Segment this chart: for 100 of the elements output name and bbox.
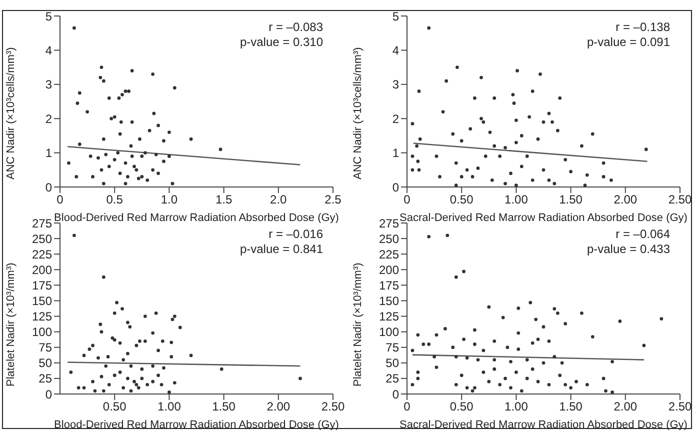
point xyxy=(74,175,78,178)
x-tick-label: 2.0 xyxy=(270,192,288,207)
y-tick-label: 5 xyxy=(45,9,52,24)
x-axis-title: Sacral-Derived Red Marrow Radiation Absorbed Dose (Gy) xyxy=(400,212,688,224)
point xyxy=(148,128,152,132)
x-tick-label: 2.5 xyxy=(324,192,342,207)
annotation: r = –0.064 xyxy=(614,227,670,242)
x-tick-label: 2.50 xyxy=(321,400,345,414)
annotation: r = –0.083 xyxy=(268,20,323,35)
point xyxy=(134,168,138,172)
y-tick-label: 4 xyxy=(45,43,52,58)
point xyxy=(130,154,134,158)
y-tick-label: 175 xyxy=(378,278,400,292)
point xyxy=(102,79,106,83)
point xyxy=(124,182,128,186)
point xyxy=(140,175,144,178)
point xyxy=(112,115,116,119)
point xyxy=(189,137,193,141)
point xyxy=(130,120,134,124)
point xyxy=(143,151,147,154)
point xyxy=(120,92,124,96)
x-tick-label: 0 xyxy=(404,400,411,414)
point xyxy=(78,91,82,95)
x-tick-label: 1.00 xyxy=(158,400,182,414)
point xyxy=(100,168,104,172)
point xyxy=(172,86,176,90)
annotation: p-value = 0.310 xyxy=(240,35,323,50)
y-tick-label: 5 xyxy=(392,9,400,24)
point xyxy=(127,90,130,93)
point xyxy=(118,172,122,176)
point xyxy=(88,154,92,158)
y-tick-label: 25 xyxy=(38,372,52,386)
point xyxy=(154,152,158,156)
point xyxy=(170,182,174,186)
y-tick-label: 75 xyxy=(386,340,400,355)
x-tick-label: 0.50 xyxy=(450,400,474,414)
x-tick-label: 0.50 xyxy=(102,400,127,414)
x-tick-label: 2.50 xyxy=(668,192,692,207)
point xyxy=(136,176,140,180)
x-tick-label: 0 xyxy=(56,192,64,207)
y-tick-label: 50 xyxy=(38,356,52,370)
point xyxy=(118,132,122,136)
point xyxy=(124,90,128,93)
y-tick-label: 1 xyxy=(45,146,52,160)
y-tick-label: 1 xyxy=(392,146,400,160)
annotation: r = –0.138 xyxy=(614,20,670,35)
y-tick-label: 0 xyxy=(45,180,52,194)
annotation: p-value = 0.433 xyxy=(586,242,670,257)
x-tick-label: 2.00 xyxy=(266,400,290,414)
y-tick-label: 150 xyxy=(32,294,52,308)
y-tick-label: 125 xyxy=(378,310,400,324)
y-tick-label: 0 xyxy=(392,180,400,194)
point xyxy=(119,120,123,124)
x-tick-label: 2.00 xyxy=(614,400,638,414)
x-tick-label: 1.50 xyxy=(212,400,236,414)
x-tick-label: 1.50 xyxy=(559,400,583,414)
point xyxy=(98,76,102,80)
point xyxy=(72,26,76,30)
point xyxy=(140,154,144,158)
point xyxy=(168,130,171,134)
y-tick-label: 2 xyxy=(392,112,400,126)
point xyxy=(100,66,104,69)
y-axis-title: ANC Nadir (×10³cells/mm³) xyxy=(352,47,364,180)
y-tick-label: 150 xyxy=(378,294,400,308)
point xyxy=(138,137,142,141)
y-tick-label: 200 xyxy=(32,262,52,277)
x-tick-label: 0.50 xyxy=(450,192,474,207)
point xyxy=(102,137,106,141)
annotation: r = –0.016 xyxy=(268,227,323,242)
y-axis-title: Platelet Nadir (×10³/mm³) xyxy=(352,262,364,386)
point xyxy=(156,124,160,128)
y-tick-label: 0 xyxy=(45,387,52,402)
point xyxy=(102,182,106,186)
annotation: p-value = 0.091 xyxy=(586,35,670,50)
y-tick-label: 75 xyxy=(38,340,52,355)
x-tick-label: 0 xyxy=(404,192,411,207)
x-tick-label: 0.5 xyxy=(106,192,124,207)
y-tick-label: 125 xyxy=(32,310,52,324)
x-tick-label: 1.5 xyxy=(215,192,232,207)
point xyxy=(117,96,121,100)
point xyxy=(162,160,166,164)
y-tick-label: 250 xyxy=(32,232,52,246)
point xyxy=(218,148,222,152)
y-tick-label: 3 xyxy=(45,78,52,92)
point xyxy=(129,144,133,148)
y-tick-label: 275 xyxy=(32,216,52,230)
x-tick-label: 2.50 xyxy=(668,400,692,414)
y-tick-label: 200 xyxy=(378,262,400,277)
y-tick-label: 100 xyxy=(32,325,52,340)
point xyxy=(124,161,128,165)
point xyxy=(162,139,166,143)
x-tick-label: 1.0 xyxy=(160,192,178,207)
annotation: p-value = 0.841 xyxy=(240,242,323,257)
y-tick-label: 225 xyxy=(378,247,400,262)
point xyxy=(107,164,111,168)
point xyxy=(78,142,82,146)
y-tick-label: 50 xyxy=(386,356,400,370)
point xyxy=(112,158,116,162)
point xyxy=(126,175,130,178)
y-tick-label: 275 xyxy=(378,216,400,230)
